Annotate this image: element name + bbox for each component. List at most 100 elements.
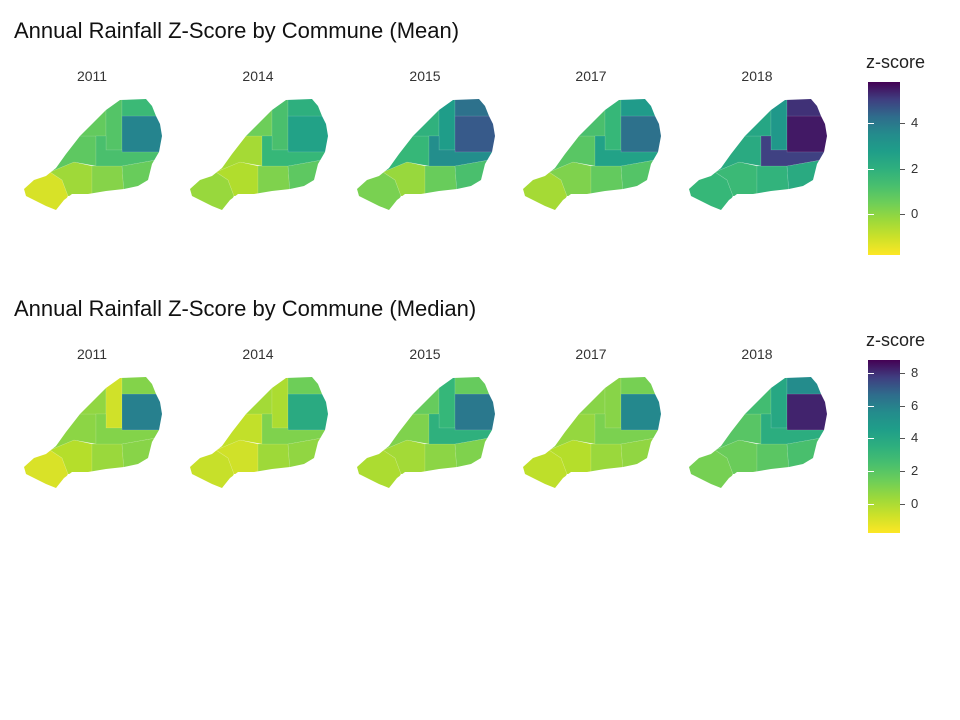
commune-zone-northeast — [454, 99, 495, 117]
commune-zone-east — [261, 135, 328, 167]
facet-label-4: 2017 — [575, 68, 607, 84]
commune-zone-northwest — [738, 377, 772, 415]
legend-tick-label: 6 — [911, 397, 919, 413]
map-mean-2015 — [357, 99, 495, 210]
commune-zone-southeast — [620, 435, 661, 485]
facet-label-2: 2014 — [242, 346, 274, 362]
facet-label-3: 2015 — [409, 346, 441, 362]
panel-mean: Annual Rainfall Z-Score by Commune (Mean… — [0, 18, 960, 278]
facet-label-1: 2011 — [76, 68, 108, 84]
commune-zone-northwest — [73, 377, 107, 415]
commune-zone-south — [590, 443, 624, 475]
map-mean-2014 — [190, 99, 328, 210]
commune-zone-south — [91, 165, 125, 197]
commune-zone-eastblock — [786, 393, 827, 431]
legend-tick-mark — [868, 214, 874, 216]
map-mean-2011 — [24, 99, 162, 210]
panel-median: Annual Rainfall Z-Score by Commune (Medi… — [0, 296, 960, 556]
commune-zone-east — [428, 413, 495, 445]
panel-title: Annual Rainfall Z-Score by Commune (Mean… — [14, 18, 460, 43]
legend-tick-mark — [868, 470, 874, 472]
commune-zone-eastblock — [786, 115, 827, 153]
legend-tick-mark — [900, 470, 905, 472]
commune-zone-south — [424, 443, 458, 475]
map-median-2017 — [523, 377, 661, 488]
legend-tick-mark — [900, 405, 905, 407]
facet-label-1: 2011 — [76, 346, 108, 362]
commune-zone-southeast — [121, 157, 162, 207]
commune-zone-southeast — [454, 435, 495, 485]
commune-zone-east — [760, 135, 827, 167]
legend-tick-label: 4 — [911, 114, 919, 130]
commune-zone-northwest — [239, 377, 273, 415]
commune-zone-north — [105, 377, 123, 429]
legend-tick-label: 8 — [911, 365, 919, 381]
commune-zone-south — [424, 165, 458, 197]
commune-zone-northeast — [287, 377, 328, 395]
facet-label-2: 2014 — [242, 68, 274, 84]
legend-colorbar — [868, 360, 900, 533]
legend-tick-mark — [900, 438, 905, 440]
commune-zone-eastblock — [287, 393, 328, 431]
commune-zone-east — [428, 135, 495, 167]
commune-zone-north — [271, 377, 289, 429]
commune-zone-south — [257, 443, 291, 475]
commune-zone-northeast — [786, 377, 827, 395]
commune-zone-north — [438, 377, 456, 429]
commune-zone-northwest — [406, 377, 440, 415]
commune-zone-east — [594, 135, 661, 167]
commune-zone-south — [91, 443, 125, 475]
commune-zone-east — [594, 413, 661, 445]
legend-tick-mark — [868, 503, 874, 505]
commune-zone-north — [604, 99, 622, 151]
commune-zone-north — [604, 377, 622, 429]
commune-zone-eastblock — [620, 393, 661, 431]
commune-zone-northwest — [406, 99, 440, 137]
legend-tick-mark — [900, 122, 905, 124]
map-median-2011 — [24, 377, 162, 488]
commune-zone-eastblock — [121, 115, 162, 153]
map-mean-2018 — [689, 99, 827, 210]
commune-zone-southeast — [786, 157, 827, 207]
commune-zone-northeast — [121, 99, 162, 117]
commune-zone-northeast — [121, 377, 162, 395]
commune-zone-south — [756, 443, 790, 475]
commune-zone-southeast — [620, 157, 661, 207]
legend-tick-label: 0 — [911, 206, 919, 222]
commune-zone-northeast — [620, 377, 661, 395]
legend-title: z-score — [866, 52, 926, 72]
commune-zone-southeast — [287, 157, 328, 207]
commune-zone-southeast — [454, 157, 495, 207]
legend-tick-mark — [868, 438, 874, 440]
commune-zone-east — [261, 413, 328, 445]
commune-zone-eastblock — [454, 115, 495, 153]
legend-tick-label: 2 — [911, 160, 919, 176]
commune-zone-north — [438, 99, 456, 151]
legend-tick-mark — [868, 122, 874, 124]
commune-zone-north — [271, 99, 289, 151]
commune-zone-northwest — [572, 377, 606, 415]
commune-zone-eastblock — [620, 115, 661, 153]
legend-tick-mark — [900, 503, 905, 505]
commune-zone-eastblock — [121, 393, 162, 431]
commune-zone-northeast — [454, 377, 495, 395]
legend-tick-mark — [868, 168, 874, 170]
commune-zone-east — [95, 413, 162, 445]
legend-tick-label: 4 — [911, 430, 919, 446]
commune-zone-northeast — [786, 99, 827, 117]
map-median-2014 — [190, 377, 328, 488]
legend-tick-mark — [868, 405, 874, 407]
map-median-2015 — [357, 377, 495, 488]
commune-zone-southeast — [786, 435, 827, 485]
map-mean-2017 — [523, 99, 661, 210]
commune-zone-south — [590, 165, 624, 197]
legend-tick-mark — [900, 373, 905, 375]
commune-zone-northwest — [738, 99, 772, 137]
legend-tick-mark — [868, 373, 874, 375]
commune-zone-north — [770, 99, 788, 151]
legend-title: z-score — [866, 330, 926, 350]
legend-tick-mark — [900, 168, 905, 170]
commune-zone-northwest — [239, 99, 273, 137]
commune-zone-south — [257, 165, 291, 197]
legend-tick-mark — [900, 214, 905, 216]
